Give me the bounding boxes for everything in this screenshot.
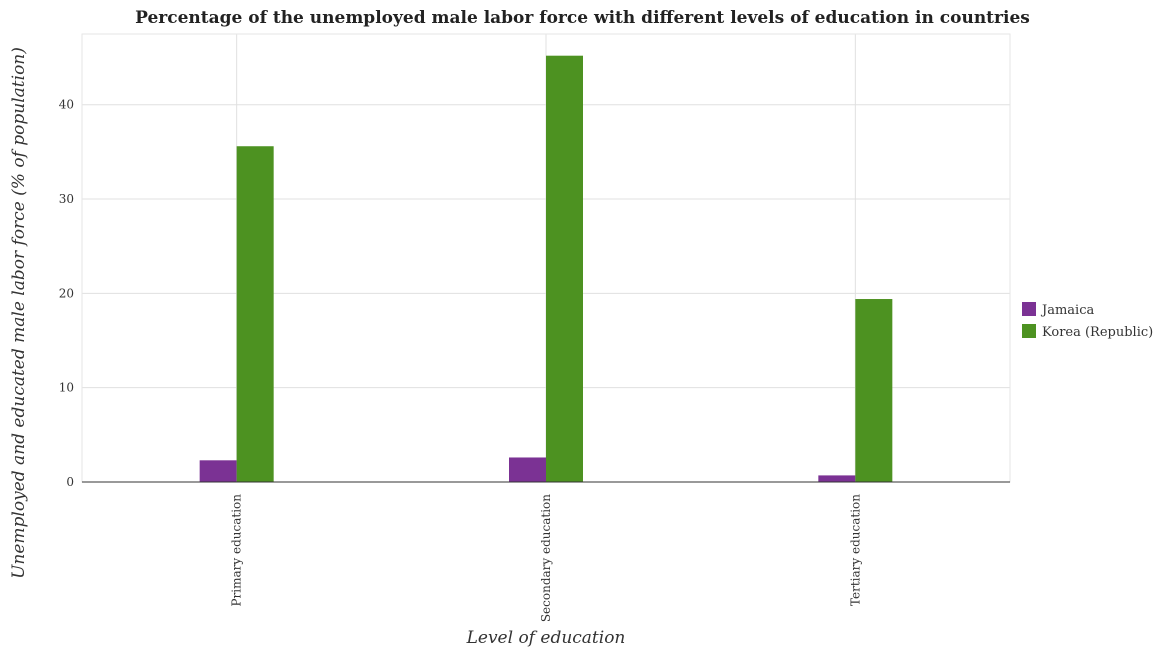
y-tick-label: 0 xyxy=(66,475,74,489)
y-tick-label: 40 xyxy=(59,98,74,112)
legend: Jamaica Korea (Republic) xyxy=(1022,302,1153,340)
y-tick-label: 20 xyxy=(59,286,74,300)
legend-label: Korea (Republic) xyxy=(1042,325,1153,340)
bar-korea-republic--2 xyxy=(855,299,893,482)
bar-korea-republic--1 xyxy=(546,55,583,483)
bar-jamaica-1 xyxy=(509,457,546,482)
y-tick-label: 30 xyxy=(59,192,74,206)
legend-label: Jamaica xyxy=(1040,303,1094,318)
y-tick-label: 10 xyxy=(59,381,74,395)
x-tick-label: Tertiary education xyxy=(848,494,862,606)
legend-swatch xyxy=(1022,302,1036,316)
bar-korea-republic--0 xyxy=(236,146,274,483)
x-tick-label: Secondary education xyxy=(539,494,553,622)
x-axis-title: Level of education xyxy=(466,628,626,648)
bar-jamaica-0 xyxy=(199,460,237,482)
chart-title: Percentage of the unemployed male labor … xyxy=(135,8,1030,28)
y-axis-title: Unemployed and educated male labor force… xyxy=(9,47,29,579)
axes: 0 10 20 30 40 Primary education Secondary educ… xyxy=(59,98,1010,622)
bars xyxy=(199,55,893,483)
legend-swatch xyxy=(1022,324,1036,338)
bar-jamaica-2 xyxy=(818,475,856,482)
x-tick-label: Primary education xyxy=(230,494,244,607)
